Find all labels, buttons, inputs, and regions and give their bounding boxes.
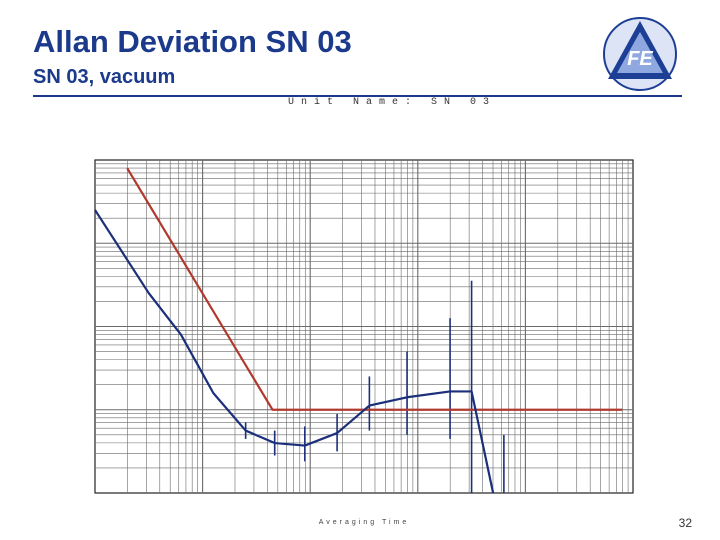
x-axis-label: Averaging Time — [319, 519, 410, 526]
measured-deviation-line — [94, 209, 495, 494]
title-divider — [33, 95, 682, 97]
slide-title: Allan Deviation SN 03 — [33, 24, 352, 59]
logo-lettering: FE — [627, 48, 653, 70]
spec-limit-line — [126, 167, 623, 411]
chart-unit-name: Unit Name: SN 03 — [288, 97, 497, 108]
company-logo-icon: FE — [603, 17, 677, 91]
page-number: 32 — [678, 516, 692, 530]
slide-subtitle: SN 03, vacuum — [33, 66, 176, 88]
